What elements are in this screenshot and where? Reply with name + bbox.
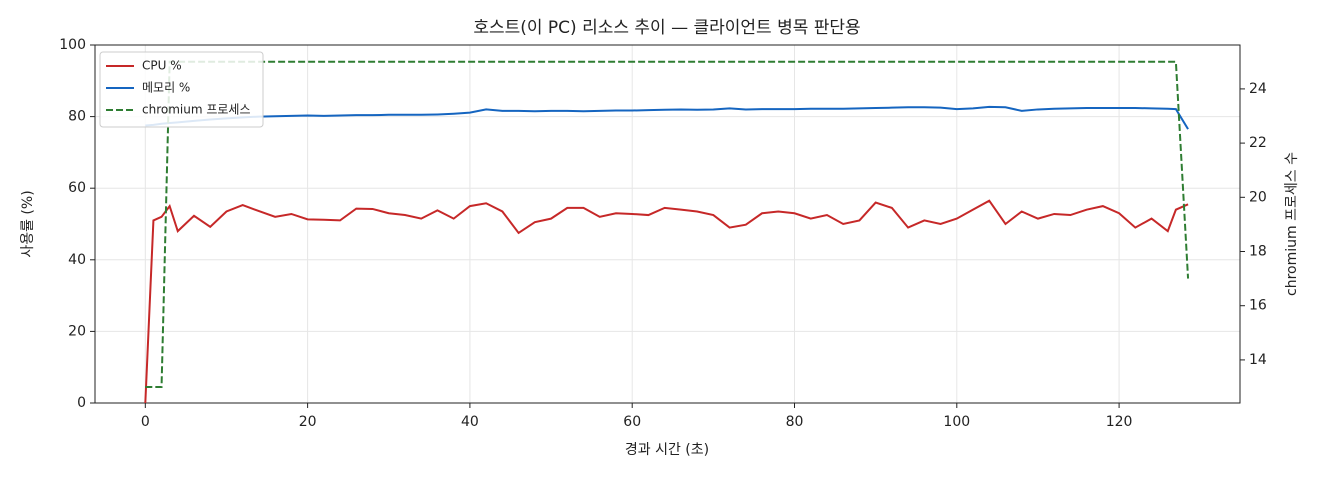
series-line — [145, 60, 1190, 389]
y-tick-label: 20 — [68, 323, 86, 339]
x-tick-label: 100 — [943, 414, 970, 430]
y2-axis-label: chromium 프로세스 수 — [1284, 152, 1300, 296]
y-tick-label: 100 — [59, 37, 86, 53]
chart-title: 호스트(이 PC) 리소스 추이 — 클라이언트 병목 판단용 — [473, 18, 860, 38]
x-tick-label: 20 — [299, 414, 317, 430]
y-tick-label: 60 — [68, 180, 86, 196]
y2-tick-label: 14 — [1249, 352, 1267, 368]
y2-tick-label: 22 — [1249, 135, 1267, 151]
y-tick-label: 0 — [77, 395, 86, 411]
y2-tick-label: 18 — [1249, 244, 1267, 260]
x-tick-label: 120 — [1106, 414, 1133, 430]
x-tick-label: 80 — [786, 414, 804, 430]
x-tick-label: 0 — [141, 414, 150, 430]
y-axis-label: 사용률 (%) — [20, 190, 36, 257]
y2-tick-label: 24 — [1249, 81, 1267, 97]
legend-box — [99, 51, 264, 128]
legend-label: 메모리 % — [142, 81, 190, 95]
y-tick-label: 40 — [68, 252, 86, 268]
y2-tick-label: 16 — [1249, 298, 1267, 314]
y2-tick-label: 20 — [1249, 189, 1267, 205]
legend-label: CPU % — [142, 59, 182, 73]
series-line — [145, 105, 1189, 130]
x-axis-label: 경과 시간 (초) — [625, 442, 709, 458]
x-tick-label: 60 — [623, 414, 641, 430]
legend: CPU % 메모리 % chromium 프로세스 — [99, 51, 264, 128]
series-line — [144, 199, 1189, 404]
y-tick-label: 80 — [68, 109, 86, 125]
x-tick-label: 40 — [461, 414, 479, 430]
plot-frame — [94, 44, 1241, 404]
legend-label: chromium 프로세스 — [142, 103, 251, 117]
